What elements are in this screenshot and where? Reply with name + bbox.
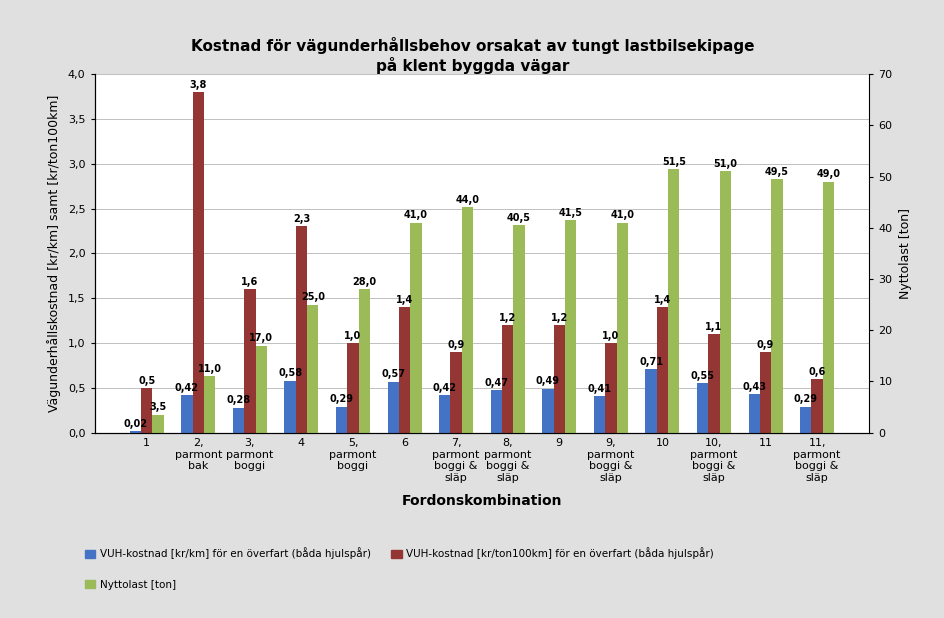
- Text: 1,4: 1,4: [396, 295, 413, 305]
- Bar: [565, 220, 576, 433]
- Legend: VUH-kostnad [kr/km] för en överfart (båda hjulspår), VUH-kostnad [kr/ton100km] f: VUH-kostnad [kr/km] för en överfart (båd…: [81, 543, 717, 564]
- Text: 0,47: 0,47: [484, 378, 508, 388]
- Text: 0,02: 0,02: [124, 418, 147, 428]
- Text: 41,0: 41,0: [403, 210, 428, 221]
- Text: 49,5: 49,5: [764, 167, 788, 177]
- Y-axis label: Nyttolast [ton]: Nyttolast [ton]: [899, 208, 912, 299]
- Bar: [490, 391, 501, 433]
- Text: 51,5: 51,5: [661, 156, 685, 167]
- Bar: [708, 334, 719, 433]
- Text: 0,58: 0,58: [278, 368, 302, 378]
- Text: 3,8: 3,8: [190, 80, 207, 90]
- Text: 11,0: 11,0: [197, 364, 222, 374]
- Text: 1,2: 1,2: [498, 313, 515, 323]
- Bar: [347, 343, 359, 433]
- Text: 0,5: 0,5: [138, 376, 155, 386]
- Bar: [295, 226, 307, 433]
- Text: 1,0: 1,0: [344, 331, 362, 341]
- Bar: [204, 376, 215, 433]
- Text: 41,0: 41,0: [610, 210, 633, 221]
- Bar: [615, 222, 627, 433]
- Text: 1,4: 1,4: [653, 295, 670, 305]
- Text: 0,57: 0,57: [380, 370, 405, 379]
- Bar: [719, 171, 731, 433]
- Text: 0,6: 0,6: [808, 366, 825, 376]
- Text: 41,5: 41,5: [558, 208, 582, 218]
- Text: 0,29: 0,29: [329, 394, 353, 404]
- X-axis label: Fordonskombination: Fordonskombination: [401, 494, 562, 508]
- Bar: [181, 395, 193, 433]
- Bar: [284, 381, 295, 433]
- Bar: [359, 289, 370, 433]
- Bar: [667, 169, 679, 433]
- Text: 0,41: 0,41: [587, 384, 611, 394]
- Bar: [129, 431, 141, 433]
- Bar: [307, 305, 318, 433]
- Bar: [811, 379, 822, 433]
- Text: 0,42: 0,42: [432, 383, 456, 392]
- Bar: [501, 325, 513, 433]
- Text: 51,0: 51,0: [713, 159, 736, 169]
- Bar: [656, 307, 667, 433]
- Text: Kostnad för vägunderhållsbehov orsakat av tungt lastbilsekipage
på klent byggda : Kostnad för vägunderhållsbehov orsakat a…: [191, 37, 753, 74]
- Bar: [244, 289, 255, 433]
- Text: 0,43: 0,43: [741, 382, 766, 392]
- Text: 0,55: 0,55: [690, 371, 714, 381]
- Bar: [450, 352, 462, 433]
- Text: 1,0: 1,0: [601, 331, 619, 341]
- Text: 0,28: 0,28: [227, 396, 250, 405]
- Bar: [336, 407, 347, 433]
- Text: 25,0: 25,0: [300, 292, 325, 302]
- Text: 0,42: 0,42: [175, 383, 199, 392]
- Bar: [387, 381, 398, 433]
- Bar: [822, 182, 834, 433]
- Bar: [770, 179, 782, 433]
- Bar: [593, 396, 604, 433]
- Text: 1,6: 1,6: [241, 277, 259, 287]
- Bar: [398, 307, 410, 433]
- Text: 0,9: 0,9: [447, 340, 464, 350]
- Text: 0,49: 0,49: [535, 376, 560, 386]
- Bar: [141, 388, 152, 433]
- Text: 49,0: 49,0: [816, 169, 839, 179]
- Y-axis label: Vägunderhållskostnad [kr/km] samt [kr/ton100km]: Vägunderhållskostnad [kr/km] samt [kr/to…: [47, 95, 60, 412]
- Text: 28,0: 28,0: [352, 277, 376, 287]
- Bar: [255, 345, 266, 433]
- Bar: [542, 389, 553, 433]
- Text: 40,5: 40,5: [507, 213, 531, 223]
- Bar: [410, 222, 421, 433]
- Bar: [748, 394, 759, 433]
- Bar: [553, 325, 565, 433]
- Text: 2,3: 2,3: [293, 214, 310, 224]
- Bar: [193, 92, 204, 433]
- Text: 0,71: 0,71: [638, 357, 663, 366]
- Bar: [800, 407, 811, 433]
- Bar: [232, 407, 244, 433]
- Bar: [439, 395, 450, 433]
- Text: 1,1: 1,1: [704, 322, 722, 332]
- Bar: [462, 207, 473, 433]
- Bar: [697, 383, 708, 433]
- Text: 1,2: 1,2: [550, 313, 567, 323]
- Text: 3,5: 3,5: [149, 402, 166, 412]
- Legend: Nyttolast [ton]: Nyttolast [ton]: [81, 576, 179, 595]
- Text: 44,0: 44,0: [455, 195, 479, 205]
- Text: 0,9: 0,9: [756, 340, 773, 350]
- Bar: [645, 369, 656, 433]
- Text: 17,0: 17,0: [249, 333, 273, 344]
- Text: 0,29: 0,29: [793, 394, 817, 404]
- Bar: [513, 225, 524, 433]
- Bar: [759, 352, 770, 433]
- Bar: [152, 415, 163, 433]
- Bar: [604, 343, 615, 433]
